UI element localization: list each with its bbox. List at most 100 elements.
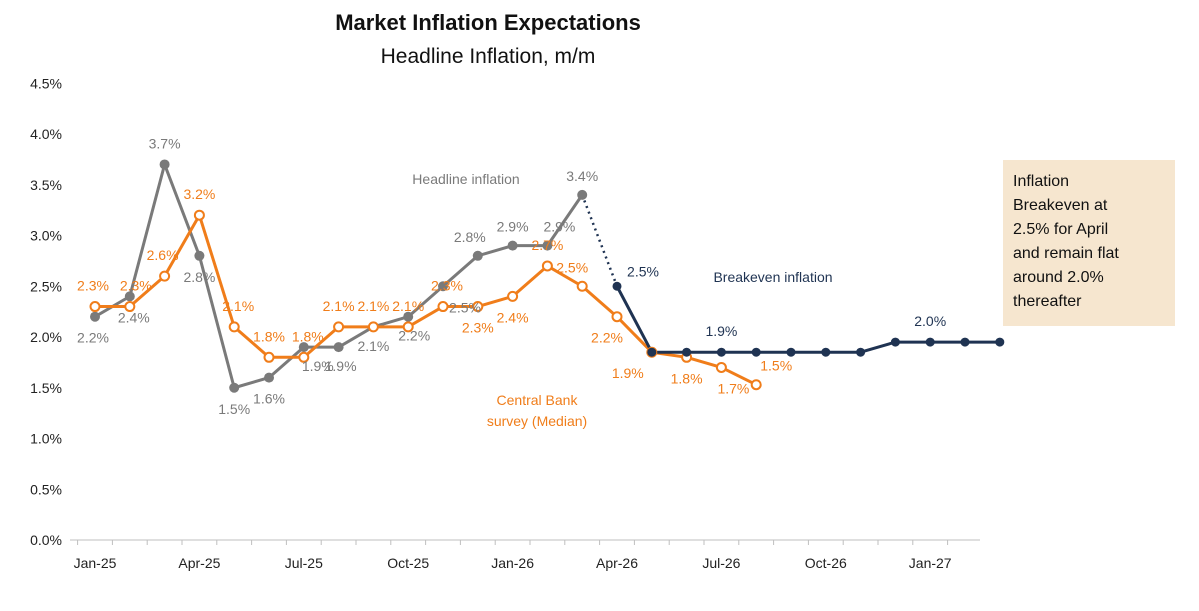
headline-series-label: Headline inflation xyxy=(412,171,519,187)
breakeven-point xyxy=(856,347,866,357)
headline-point xyxy=(333,342,344,353)
headline-to-breakeven-connector xyxy=(581,194,619,287)
survey-line xyxy=(95,213,757,387)
survey-point xyxy=(89,301,101,313)
breakeven-point xyxy=(960,337,970,347)
headline-data-label: 2.4% xyxy=(118,309,150,325)
survey-point xyxy=(507,290,519,302)
headline-data-label: 2.2% xyxy=(398,328,430,344)
headline-data-label: 1.6% xyxy=(253,391,285,407)
series-points xyxy=(89,159,1005,393)
survey-data-label: 2.3% xyxy=(120,278,152,294)
headline-point xyxy=(472,250,483,261)
headline-data-label: 2.9% xyxy=(543,219,575,235)
breakeven-data-label: 2.0% xyxy=(914,313,946,329)
callout-line: thereafter xyxy=(1013,293,1082,310)
headline-data-label: 2.1% xyxy=(357,338,389,354)
headline-point xyxy=(90,311,100,322)
callout-line: Breakeven at xyxy=(1013,197,1108,214)
x-tick-label: Apr-25 xyxy=(178,555,220,571)
survey-data-label: 2.4% xyxy=(497,309,529,325)
survey-data-label: 2.1% xyxy=(357,298,389,314)
headline-data-label: 2.5% xyxy=(449,299,481,315)
survey-data-label: 1.9% xyxy=(612,365,644,381)
y-tick-label: 0.5% xyxy=(30,481,62,497)
survey-data-label: 1.7% xyxy=(717,380,749,396)
headline-point xyxy=(438,281,448,292)
breakeven-point xyxy=(647,347,657,357)
breakeven-callout-box: Inflation Breakeven at 2.5% for April an… xyxy=(1003,160,1175,326)
survey-data-label: 1.8% xyxy=(671,370,703,386)
breakeven-point xyxy=(890,337,900,347)
y-tick-label: 1.0% xyxy=(30,431,62,447)
chart-title: Market Inflation Expectations xyxy=(335,10,641,35)
survey-point xyxy=(228,321,240,333)
breakeven-point xyxy=(612,281,622,291)
x-tick-label: Jul-26 xyxy=(702,555,740,571)
survey-point xyxy=(402,321,414,333)
headline-point xyxy=(507,240,518,251)
callout-line: Inflation xyxy=(1013,173,1070,190)
breakeven-point xyxy=(925,337,935,347)
headline-point xyxy=(264,372,274,383)
survey-data-label: 2.5% xyxy=(556,259,588,275)
headline-point xyxy=(298,342,309,353)
survey-point xyxy=(159,270,171,282)
breakeven-point xyxy=(751,347,761,357)
survey-data-label: 2.1% xyxy=(222,298,254,314)
survey-data-label: 1.8% xyxy=(292,328,324,344)
x-tick-label: Oct-25 xyxy=(387,555,429,571)
survey-point xyxy=(333,321,345,333)
breakeven-point xyxy=(682,347,692,357)
x-tick-label: Apr-26 xyxy=(596,555,638,571)
headline-data-label: 3.7% xyxy=(149,135,181,151)
y-tick-label: 4.5% xyxy=(30,75,62,91)
x-axis: Jan-25 Apr-25 Jul-25 Oct-25 Jan-26 Apr-26 Jul-… xyxy=(70,539,980,571)
y-tick-label: 4.0% xyxy=(30,126,62,142)
survey-series-label-line2: survey (Median) xyxy=(487,413,587,429)
breakeven-point xyxy=(786,347,796,357)
survey-point xyxy=(576,280,588,292)
survey-point xyxy=(298,351,310,363)
breakeven-data-label: 2.5% xyxy=(627,263,659,279)
headline-data-label: 1.9% xyxy=(325,358,357,374)
callout-line: 2.5% for April xyxy=(1013,221,1109,238)
survey-point xyxy=(541,260,553,272)
headline-data-label: 3.4% xyxy=(566,168,598,184)
headline-data-label: 1.9% xyxy=(302,358,334,374)
breakeven-line xyxy=(615,285,1000,354)
x-tick-label: Jan-27 xyxy=(909,555,952,571)
survey-data-label: 2.2% xyxy=(591,330,623,346)
survey-point xyxy=(611,311,623,323)
y-tick-label: 1.5% xyxy=(30,380,62,396)
breakeven-data-label: 1.9% xyxy=(705,323,737,339)
survey-data-label: 2.7% xyxy=(531,237,563,253)
x-tick-label: Jan-25 xyxy=(74,555,117,571)
y-tick-label: 2.0% xyxy=(30,329,62,345)
headline-data-label: 2.9% xyxy=(497,219,529,235)
x-tick-label: Jul-25 xyxy=(285,555,323,571)
headline-point xyxy=(229,382,240,393)
breakeven-point xyxy=(995,337,1005,347)
y-tick-label: 3.5% xyxy=(30,177,62,193)
survey-data-label: 1.8% xyxy=(253,328,285,344)
survey-point xyxy=(263,351,275,363)
headline-point xyxy=(577,189,588,200)
y-axis: 0.0% 0.5% 1.0% 1.5% 2.0% 2.5% 3.0% 3.5% 4.0% 4.5% xyxy=(30,75,62,548)
survey-data-label: 2.1% xyxy=(323,298,355,314)
data-labels: 2.2%2.4%3.7%2.8%1.5%1.6%1.9%1.9%2.1%2.2%… xyxy=(77,135,946,416)
headline-point xyxy=(124,291,135,302)
breakeven-point xyxy=(716,347,726,357)
survey-series-label-line1: Central Bank xyxy=(497,392,579,408)
survey-data-label: 2.3% xyxy=(462,320,494,336)
headline-data-label: 2.8% xyxy=(183,269,215,285)
headline-data-label: 1.5% xyxy=(218,401,250,417)
survey-point xyxy=(367,321,379,333)
survey-data-label: 2.3% xyxy=(431,278,463,294)
callout-line: around 2.0% xyxy=(1013,269,1104,286)
survey-point xyxy=(124,301,136,313)
survey-point xyxy=(193,209,205,221)
x-tick-label: Jan-26 xyxy=(491,555,534,571)
callout-line: and remain flat xyxy=(1013,245,1119,262)
survey-data-label: 2.1% xyxy=(392,298,424,314)
